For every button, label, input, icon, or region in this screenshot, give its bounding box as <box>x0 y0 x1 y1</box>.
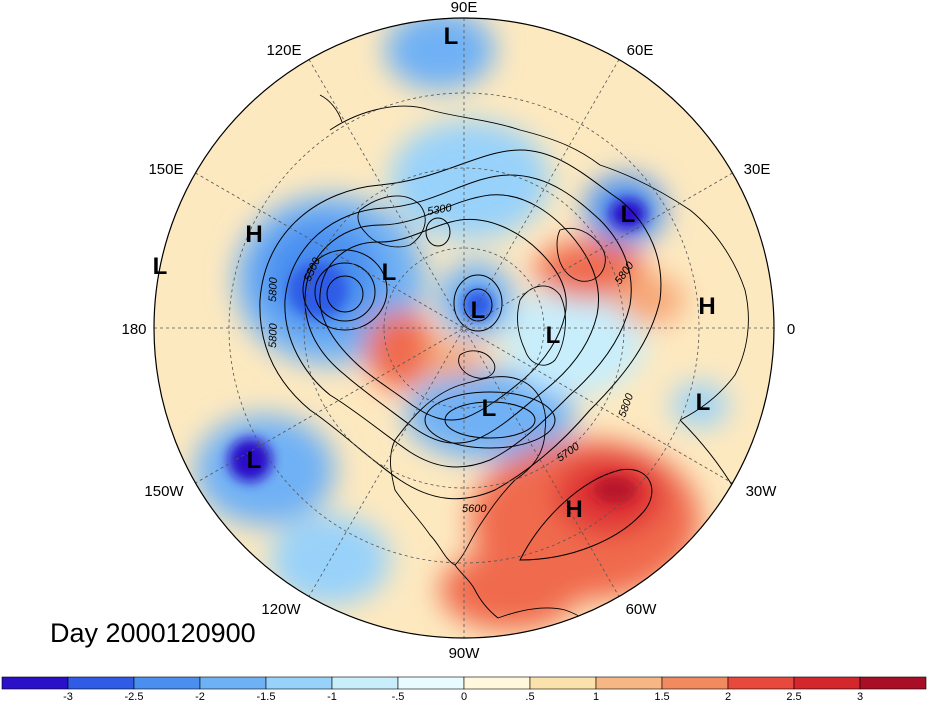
colorbar-swatch <box>1 676 69 690</box>
colorbar-tick-label: -.5 <box>392 691 405 702</box>
colorbar-tick-label: 0 <box>461 691 467 702</box>
colorbar-tick-label: -1.5 <box>257 691 276 702</box>
graticule <box>154 18 774 638</box>
contour-label: 5800 <box>267 322 280 348</box>
colorbar-tick-label: -2 <box>195 691 205 702</box>
colorbar-tick-label: 1 <box>593 691 599 702</box>
lon-label-60W: 60W <box>626 601 658 618</box>
lon-label-30W: 30W <box>746 483 778 500</box>
low-center: L <box>382 259 397 286</box>
lon-label-150E: 150E <box>148 161 183 178</box>
low-center: L <box>621 201 636 228</box>
colorbar-swatch <box>661 676 729 690</box>
colorbar-swatch <box>331 676 399 690</box>
low-center: L <box>482 395 497 422</box>
high-center: H <box>698 293 715 320</box>
colorbar: -3 -2.5 -2 -1.5 -1 -.5 0 .5 1 1.5 2 2.5 3 <box>1 676 927 702</box>
colorbar-tick-label: -3 <box>63 691 73 702</box>
colorbar-swatches <box>1 676 927 690</box>
low-center: L <box>546 322 561 349</box>
lon-label-120W: 120W <box>261 601 301 618</box>
colorbar-tick-label: 2 <box>725 691 731 702</box>
contour-label: 5600 <box>462 503 487 515</box>
colorbar-tick-label: 2.5 <box>786 691 801 702</box>
colorbar-swatch <box>463 676 531 690</box>
lon-label-30E: 30E <box>744 161 771 178</box>
colorbar-swatch <box>67 676 135 690</box>
colorbar-swatch <box>397 676 465 690</box>
contour-label: 5300 <box>426 202 453 218</box>
low-center: L <box>444 23 459 50</box>
colorbar-tick-label: 1.5 <box>654 691 669 702</box>
low-center: L <box>471 297 486 324</box>
lon-label-0: 0 <box>787 321 795 338</box>
date-caption: Day 2000120900 <box>50 618 256 648</box>
colorbar-tick-label: -1 <box>327 691 337 702</box>
high-center: H <box>245 221 262 248</box>
lon-label-90E: 90E <box>451 0 478 16</box>
map-boundary <box>153 17 775 639</box>
lon-label-60E: 60E <box>627 42 654 59</box>
lon-label-150W: 150W <box>144 483 184 500</box>
high-center: H <box>565 496 582 523</box>
low-center: L <box>247 447 262 474</box>
low-center: L <box>696 389 711 416</box>
lon-label-90W: 90W <box>449 645 481 662</box>
colorbar-swatch <box>793 676 861 690</box>
colorbar-swatch <box>133 676 201 690</box>
colorbar-tick-label: .5 <box>525 691 534 702</box>
pressure-centers: L L L L L L L L L H H H <box>153 23 716 523</box>
low-center: L <box>153 253 168 280</box>
colorbar-ticks: -3 -2.5 -2 -1.5 -1 -.5 0 .5 1 1.5 2 2.5 3 <box>63 691 863 702</box>
colorbar-swatch <box>199 676 267 690</box>
colorbar-swatch <box>595 676 663 690</box>
lon-label-180: 180 <box>121 321 146 338</box>
contour-label: 5800 <box>267 276 280 302</box>
colorbar-tick-label: 3 <box>857 691 863 702</box>
colorbar-swatch <box>859 676 927 690</box>
colorbar-swatch <box>727 676 795 690</box>
lon-label-120E: 120E <box>266 42 301 59</box>
colorbar-swatch <box>265 676 333 690</box>
colorbar-swatch <box>529 676 597 690</box>
coastlines <box>319 94 749 636</box>
colorbar-tick-label: -2.5 <box>125 691 144 702</box>
longitude-labels: 90E 60E 30E 0 30W 60W 90W 120W 150W 180 … <box>121 0 795 662</box>
